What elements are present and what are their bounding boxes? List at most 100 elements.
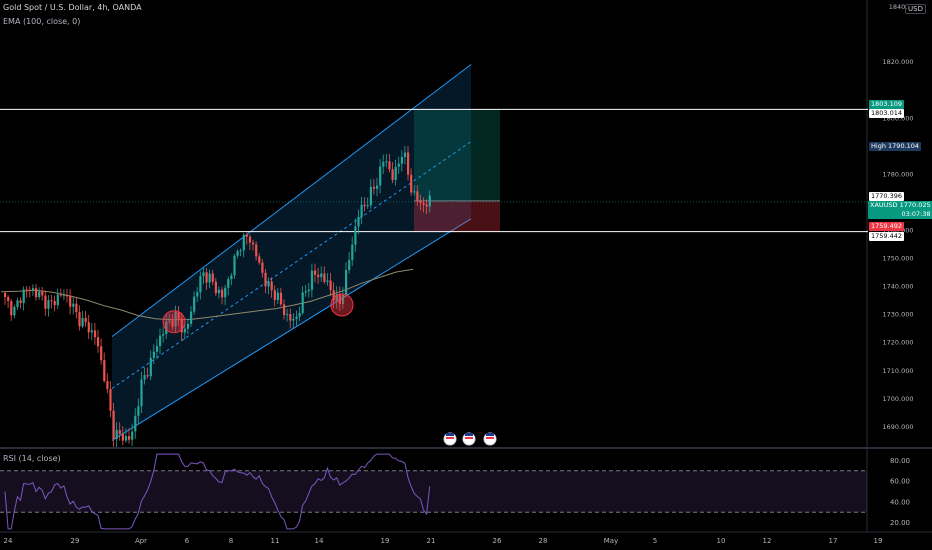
candle (372, 186, 376, 189)
candle (245, 234, 248, 237)
rsi-band-fill (0, 470, 867, 513)
rsi-tick-label: 60.00 (890, 478, 910, 486)
candle (407, 152, 410, 175)
currency-badge[interactable]: USD (905, 4, 926, 14)
candle (397, 163, 400, 167)
last-price-tag: XAUUSD 1770.025 03:07:38 (868, 200, 932, 219)
candle (162, 334, 165, 336)
candle (124, 436, 128, 441)
candle (115, 430, 118, 440)
candle (16, 300, 19, 308)
event-flag-stripe (486, 437, 494, 439)
candle (295, 316, 298, 319)
price-tick-label: 1720.000 (882, 339, 913, 347)
candle (428, 195, 431, 207)
candle (10, 301, 13, 316)
regression-channel-fill (112, 64, 471, 441)
candle (190, 311, 193, 324)
channel-lower-line (111, 218, 472, 441)
candle (112, 410, 115, 440)
candle (152, 351, 155, 358)
candle (84, 317, 87, 323)
candle (174, 312, 177, 327)
candle (289, 314, 292, 321)
candle (202, 272, 205, 277)
candle (382, 161, 385, 167)
event-flag-stripe (446, 437, 454, 439)
candle (19, 300, 22, 304)
candle (422, 203, 425, 205)
price-tick-label: 1820.000 (882, 58, 913, 66)
swing-low-circle-1 (162, 310, 186, 334)
candle (388, 161, 391, 170)
candle (248, 236, 252, 243)
candle (28, 289, 31, 291)
candle (317, 274, 320, 278)
sl-price-tag: 1759.492 (869, 222, 905, 232)
candle (239, 250, 242, 252)
candle (338, 293, 341, 304)
candle (413, 191, 416, 193)
candle (242, 234, 245, 251)
candle (146, 375, 149, 377)
candle (236, 251, 239, 256)
candle (351, 244, 354, 261)
candle (87, 322, 90, 333)
channel-upper-line (111, 64, 472, 338)
candle (286, 314, 289, 316)
time-tick-label: 6 (185, 537, 190, 545)
candle (345, 270, 348, 295)
candle (279, 292, 283, 305)
candle (341, 294, 345, 304)
ref-price-tag: 1770.396 (869, 191, 905, 201)
rsi-tick-label: 40.00 (890, 498, 910, 506)
stop-loss-zone (414, 200, 500, 232)
candle (261, 262, 264, 273)
candle (35, 288, 38, 298)
candle (4, 292, 7, 298)
price-tick-label: 1750.000 (882, 255, 913, 263)
candle (103, 360, 106, 382)
channel-median-line (111, 141, 472, 389)
time-tick-label: 19 (874, 537, 883, 545)
rsi-legend[interactable]: RSI (14, close) (3, 454, 61, 463)
swing-low-circle-2 (330, 293, 354, 317)
price-tick-label: 1800.000 (882, 114, 913, 122)
candle (357, 217, 360, 227)
time-tick-label: May (604, 537, 618, 545)
candle (199, 276, 202, 293)
candle (159, 335, 162, 347)
symbol-title[interactable]: Gold Spot / U.S. Dollar, 4h, OANDA (3, 3, 142, 12)
candle (205, 272, 208, 283)
candle (140, 379, 143, 407)
candle (211, 273, 214, 282)
candle (283, 304, 286, 316)
take-profit-zone (414, 109, 500, 201)
candle (348, 260, 351, 271)
candle (13, 307, 16, 316)
price-tick-label: 1730.000 (882, 311, 913, 319)
candle (292, 318, 295, 321)
candle (335, 293, 338, 301)
candle (177, 312, 180, 319)
candle (217, 289, 221, 294)
candle (320, 273, 323, 278)
rsi-line (4, 453, 431, 530)
candle (326, 280, 329, 282)
candle (121, 434, 124, 441)
candle (69, 295, 72, 307)
candle (379, 166, 382, 186)
candle (7, 297, 10, 302)
candle (171, 320, 174, 327)
price-tick-label: 1780.000 (882, 170, 913, 178)
candle (376, 185, 379, 189)
candle (385, 161, 388, 163)
candle (363, 204, 366, 207)
candle (193, 296, 196, 312)
candle (93, 330, 97, 338)
time-tick-label: 5 (653, 537, 657, 545)
candle (270, 281, 273, 291)
time-tick-label: Apr (135, 537, 147, 545)
ema-legend[interactable]: EMA (100, close, 0) (3, 17, 81, 26)
